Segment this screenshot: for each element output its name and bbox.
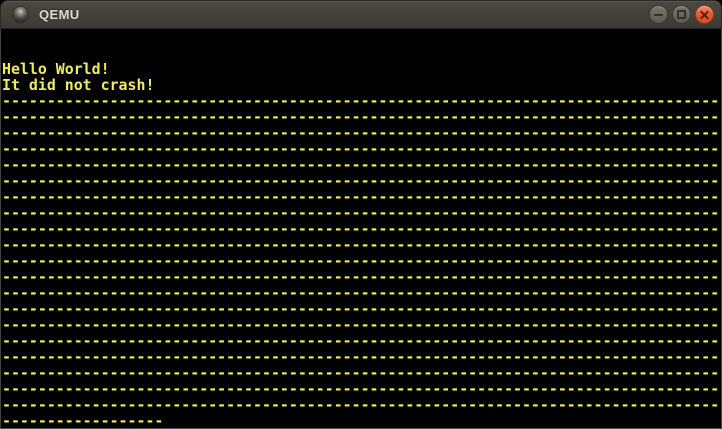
- window-icon[interactable]: [13, 7, 28, 22]
- vga-text-line: It did not crash!: [2, 77, 155, 93]
- vga-text-line: ----------------------------------------…: [2, 189, 720, 205]
- vga-text-line: ------------------: [2, 413, 164, 429]
- vga-text-line: ----------------------------------------…: [2, 301, 720, 317]
- vga-text-line: ----------------------------------------…: [2, 253, 720, 269]
- qemu-display[interactable]: Hello World! It did not crash! -----------…: [0, 29, 722, 429]
- vga-text-line: ----------------------------------------…: [2, 349, 720, 365]
- close-button[interactable]: [695, 5, 714, 24]
- vga-text-line: ----------------------------------------…: [2, 269, 720, 285]
- titlebar[interactable]: QEMU: [0, 0, 722, 29]
- vga-text-line: ----------------------------------------…: [2, 237, 720, 253]
- vga-text-line: ----------------------------------------…: [2, 205, 720, 221]
- vga-text-line: ----------------------------------------…: [2, 381, 720, 397]
- vga-text-line: ----------------------------------------…: [2, 125, 720, 141]
- maximize-icon: [677, 10, 686, 19]
- vga-text-line: ----------------------------------------…: [2, 397, 720, 413]
- vga-text-line: ----------------------------------------…: [2, 333, 720, 349]
- vga-text-line: [2, 45, 721, 61]
- vga-text-line: ----------------------------------------…: [2, 109, 720, 125]
- window-title: QEMU: [39, 7, 80, 22]
- vga-text-line: ----------------------------------------…: [2, 93, 720, 109]
- minimize-icon: [654, 13, 663, 16]
- vga-text-line: ----------------------------------------…: [2, 285, 720, 301]
- minimize-button[interactable]: [649, 5, 668, 24]
- vga-text-line: ----------------------------------------…: [2, 221, 720, 237]
- vga-text-line: Hello World!: [2, 61, 110, 77]
- vga-text-line: ----------------------------------------…: [2, 157, 720, 173]
- vga-text-line: ----------------------------------------…: [2, 141, 720, 157]
- close-icon: [699, 9, 710, 20]
- maximize-button[interactable]: [672, 5, 691, 24]
- vga-text-line: ----------------------------------------…: [2, 173, 720, 189]
- vga-text-line: ----------------------------------------…: [2, 317, 720, 333]
- vga-text-line: [2, 29, 721, 45]
- vga-text-line: ----------------------------------------…: [2, 365, 720, 381]
- window-controls: [649, 5, 714, 24]
